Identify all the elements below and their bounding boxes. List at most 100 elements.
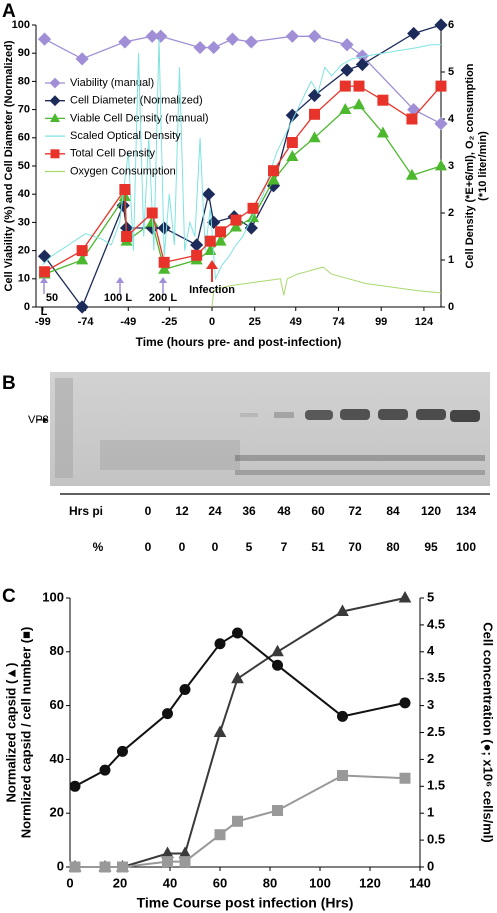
- y2-tick-label: 4: [448, 113, 455, 125]
- y-tick-label: 60: [50, 697, 64, 712]
- y-tick-label: 40: [50, 751, 64, 766]
- y2-tick-label: 3: [448, 160, 454, 172]
- y-tick-label: 0: [24, 301, 30, 313]
- table-cell: 0: [145, 504, 152, 518]
- data-point: [213, 725, 227, 737]
- y-tick-label: 20: [50, 805, 64, 820]
- panel-label: C: [2, 586, 16, 607]
- gel-band: [274, 412, 294, 418]
- series-line: [74, 631, 406, 788]
- gel-band: [450, 410, 480, 422]
- data-point: [399, 772, 411, 784]
- y-tick-label: 20: [18, 245, 30, 257]
- table-cell: 24: [208, 504, 222, 518]
- data-point: [286, 137, 298, 148]
- data-point: [246, 211, 260, 223]
- x-tick-label: -49: [120, 316, 136, 328]
- data-point: [99, 764, 111, 776]
- table-cell: 48: [277, 504, 291, 518]
- legend-label: Cell Diameter (Normalized): [70, 95, 203, 107]
- gel-band: [378, 409, 408, 420]
- legend-label: Viability (manual): [70, 77, 154, 89]
- x-tick-label: 49: [290, 316, 302, 328]
- y2-axis-label: Cell concentration (●; x10⁶ cells/ml): [481, 622, 496, 842]
- y2-tick-label: 1.5: [427, 778, 445, 793]
- data-point: [76, 245, 88, 257]
- x-tick-label: 100: [309, 875, 331, 890]
- data-point: [376, 126, 389, 138]
- data-point: [117, 861, 128, 873]
- data-point: [272, 659, 283, 671]
- data-point: [336, 604, 349, 616]
- y2-tick-label: 5: [448, 66, 454, 78]
- data-point: [215, 226, 227, 238]
- table-cell: 84: [386, 504, 400, 518]
- data-point: [434, 159, 448, 171]
- gel-image: [50, 372, 490, 486]
- annotation-arrowhead: [116, 277, 124, 283]
- data-point: [201, 187, 216, 201]
- data-point: [75, 52, 89, 66]
- data-point: [214, 638, 226, 650]
- data-point: [121, 231, 133, 242]
- data-point: [179, 683, 191, 695]
- data-point: [406, 113, 418, 125]
- y2-axis-label: (*10 liter/min): [477, 131, 489, 201]
- data-point: [37, 249, 52, 263]
- y2-tick-label: 5: [427, 589, 434, 604]
- y2-tick-label: 3: [427, 697, 434, 712]
- data-point: [214, 234, 227, 246]
- infection-arrowhead: [206, 260, 218, 269]
- gel-band: [340, 409, 370, 420]
- y2-tick-label: 0.5: [427, 832, 445, 847]
- data-point: [232, 627, 243, 639]
- x-tick-label: 99: [375, 316, 387, 328]
- y-tick-label: 0: [57, 858, 64, 873]
- y-axis-label: Normlized capsid / cell number (■): [18, 627, 33, 839]
- data-point: [39, 266, 51, 278]
- gel-smear: [235, 455, 485, 461]
- data-point: [267, 173, 280, 185]
- annotation: Infection: [189, 284, 235, 296]
- data-point: [340, 63, 354, 77]
- data-point: [99, 861, 111, 873]
- data-point: [377, 94, 389, 106]
- data-point: [434, 117, 448, 131]
- x-tick-label: 80: [263, 875, 277, 890]
- data-point: [69, 861, 81, 873]
- data-point: [339, 80, 351, 92]
- annotation-arrowhead: [40, 277, 48, 283]
- data-point: [117, 745, 128, 757]
- data-point: [190, 238, 204, 252]
- y-tick-label: 100: [12, 19, 30, 31]
- data-point: [158, 262, 171, 274]
- data-point: [118, 35, 132, 49]
- annotation: 200 L: [149, 292, 177, 304]
- table-cell: 51: [311, 540, 325, 554]
- data-point: [207, 215, 221, 229]
- y2-tick-label: 6: [448, 19, 454, 31]
- y-tick-label: 80: [18, 75, 30, 87]
- table-cell: 0: [212, 540, 219, 554]
- gel-band: [240, 413, 258, 417]
- y-axis-label: Cell Viability (%) and Cell Diameter (No…: [3, 40, 15, 291]
- x-axis-label: Time (hours pre- and post-infection): [136, 335, 342, 349]
- data-point: [266, 179, 281, 193]
- gel-smear: [235, 470, 485, 475]
- data-point: [154, 29, 168, 43]
- table-cell: 36: [242, 504, 256, 518]
- legend-label: Viable Cell Density (manual): [70, 112, 209, 124]
- y-tick-label: 100: [42, 589, 64, 604]
- x-tick-label: 60: [213, 875, 227, 890]
- y2-tick-label: 3.5: [427, 670, 445, 685]
- table-cell: 120: [421, 504, 441, 518]
- gel-bands: [100, 409, 485, 475]
- data-point: [232, 815, 243, 827]
- data-point: [355, 49, 369, 63]
- panel-label: A: [2, 1, 16, 22]
- data-point: [116, 198, 130, 213]
- data-point: [157, 221, 171, 235]
- data-point: [285, 29, 299, 43]
- data-point: [231, 671, 244, 684]
- x-axis-label: Time Course post infection (Hrs): [137, 895, 354, 911]
